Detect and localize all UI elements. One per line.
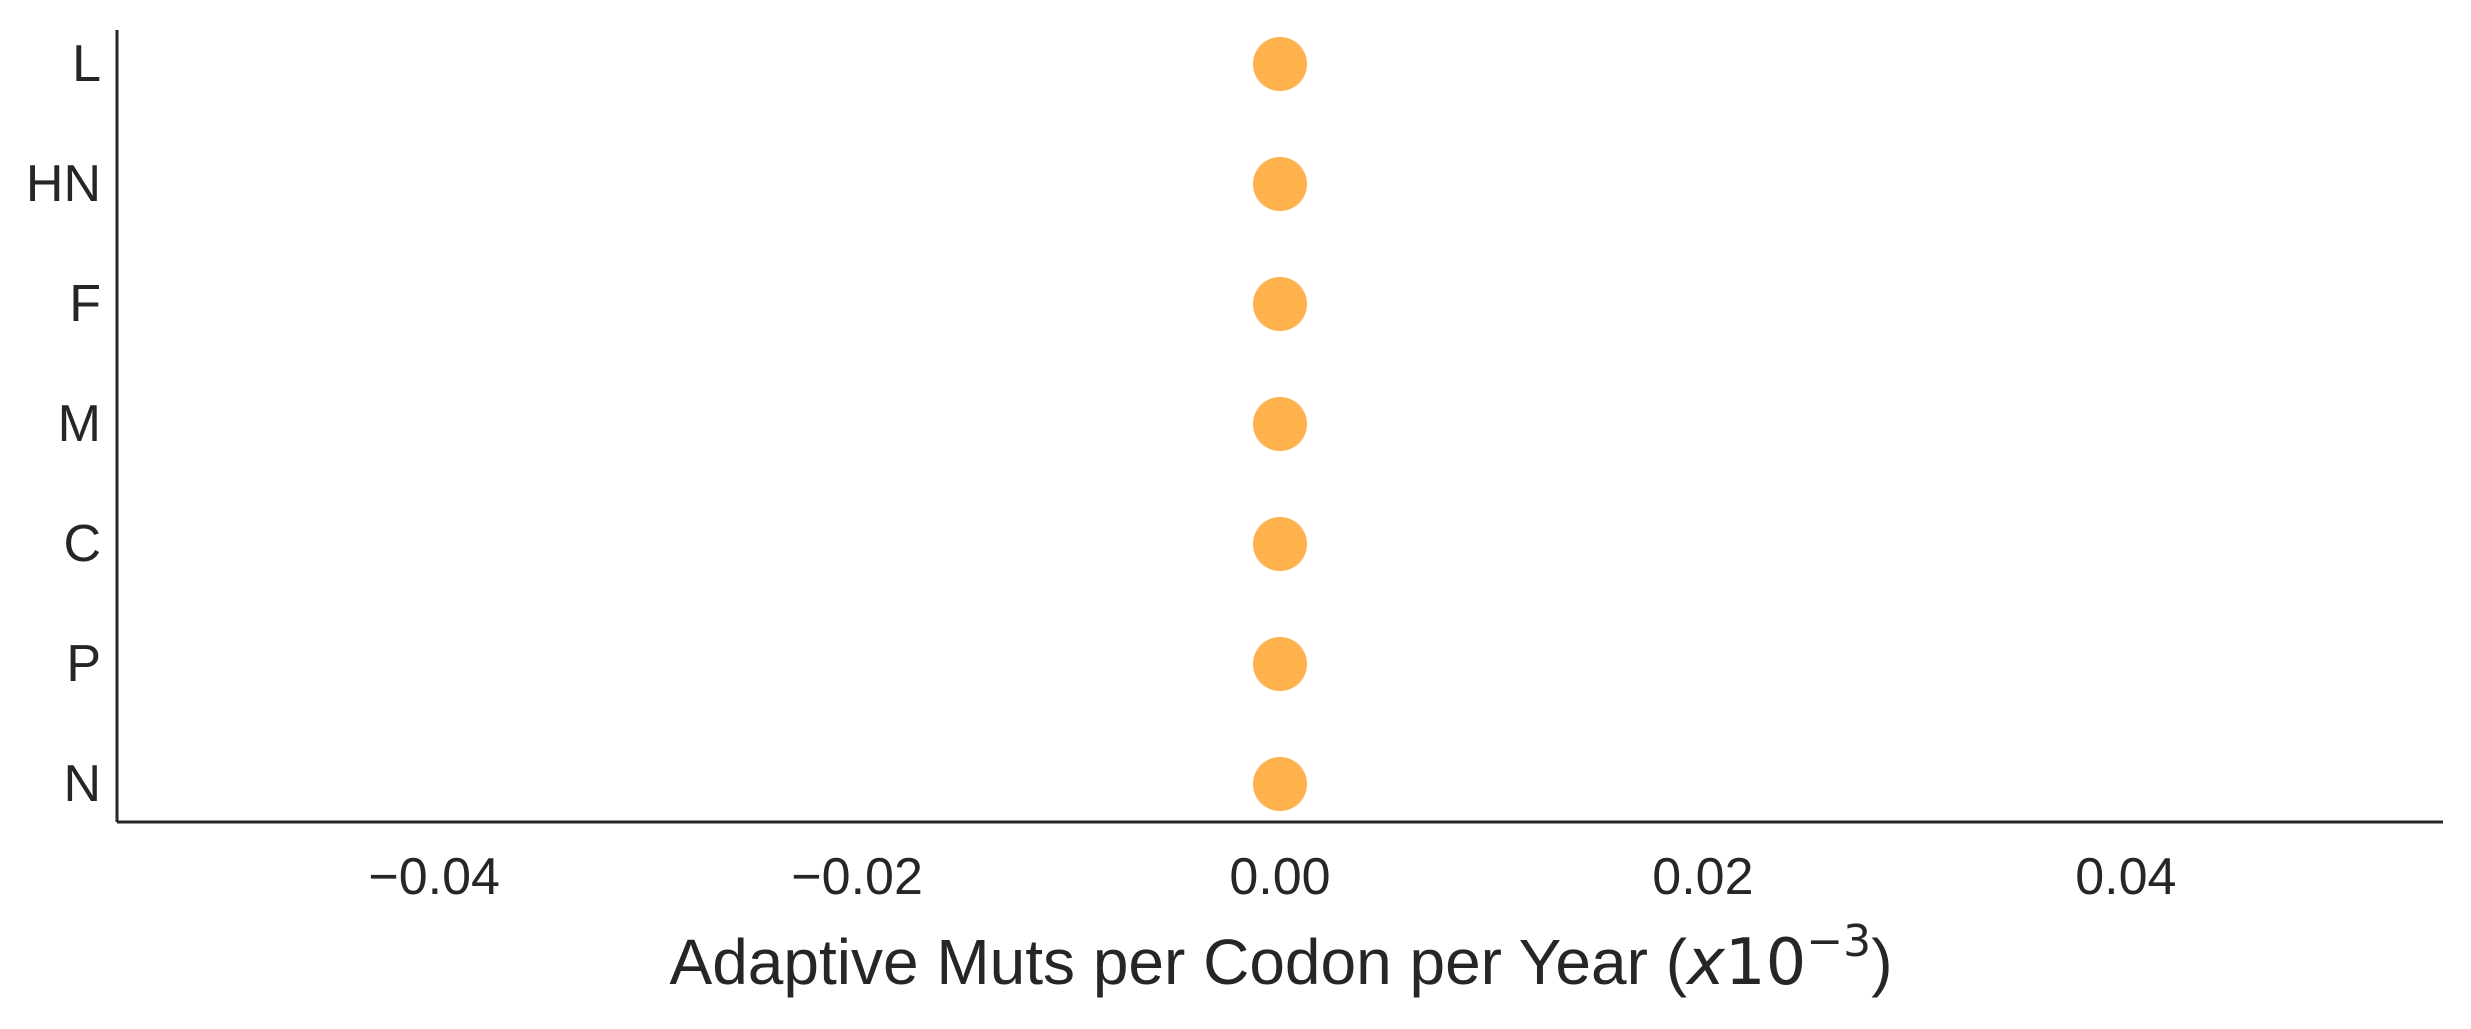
y-tick-label-c: C bbox=[63, 515, 101, 573]
data-point-hn bbox=[1253, 157, 1307, 211]
x-axis-title-close: ) bbox=[1871, 926, 1892, 998]
y-tick-label-l: L bbox=[72, 35, 101, 93]
x-tick-label: −0.02 bbox=[791, 848, 923, 906]
y-tick-label-n: N bbox=[63, 755, 101, 813]
y-tick-label-f: F bbox=[69, 275, 101, 333]
x-axis-title-math-var: x bbox=[1685, 926, 1726, 1000]
data-point-p bbox=[1253, 637, 1307, 691]
data-point-l bbox=[1253, 37, 1307, 91]
data-point-n bbox=[1253, 757, 1307, 811]
y-tick-label-p: P bbox=[66, 635, 101, 693]
y-tick-label-m: M bbox=[58, 395, 101, 453]
y-tick-label-hn: HN bbox=[26, 155, 101, 213]
x-tick-label: 0.02 bbox=[1652, 848, 1753, 906]
x-tick-label: 0.04 bbox=[2075, 848, 2176, 906]
data-point-f bbox=[1253, 277, 1307, 331]
plot-area: N P C M F HN L −0.04 −0.02 0.00 0.02 0.04 bbox=[26, 30, 2443, 906]
x-tick-label: −0.04 bbox=[368, 848, 500, 906]
x-tick-label: 0.00 bbox=[1229, 848, 1330, 906]
x-axis-title: Adaptive Muts per Codon per Year (x10−3) bbox=[670, 916, 1893, 1000]
x-axis-title-text: Adaptive Muts per Codon per Year ( bbox=[670, 926, 1688, 998]
y-tick-labels: N P C M F HN L bbox=[26, 35, 101, 813]
x-tick-labels: −0.04 −0.02 0.00 0.02 0.04 bbox=[368, 848, 2176, 906]
data-points bbox=[1253, 37, 1307, 811]
x-axis-title-math-exponent: −3 bbox=[1806, 916, 1871, 967]
data-point-c bbox=[1253, 517, 1307, 571]
data-point-m bbox=[1253, 397, 1307, 451]
x-axis-title-math-base: 10 bbox=[1725, 926, 1806, 1000]
